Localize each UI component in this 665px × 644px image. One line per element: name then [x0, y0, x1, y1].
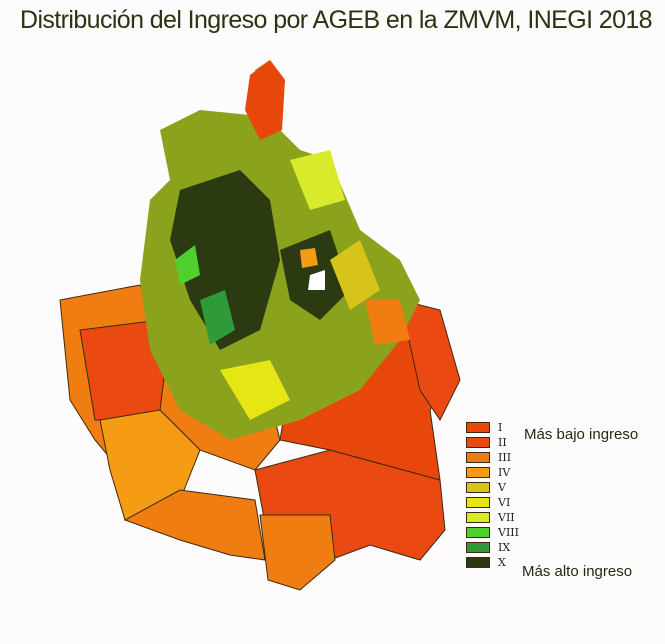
legend-swatch [466, 436, 490, 448]
legend-swatch [466, 541, 490, 553]
legend-swatch [466, 556, 490, 568]
legend-swatch [466, 511, 490, 523]
legend-swatch [466, 481, 490, 493]
legend-label: VIII [498, 525, 519, 539]
legend-item-ii: II [466, 435, 507, 449]
legend-label: X [498, 555, 506, 569]
urban-core [140, 60, 420, 440]
legend-low-income-label: Más bajo ingreso [524, 426, 639, 443]
legend-label: V [498, 480, 506, 494]
legend-item-vi: VI [466, 495, 510, 509]
legend-label: II [498, 435, 507, 449]
legend-label: VII [498, 510, 515, 524]
legend-swatch [466, 466, 490, 478]
legend-swatch [466, 421, 490, 433]
legend-label: III [498, 450, 512, 464]
legend-item-x: X [466, 555, 506, 569]
legend-swatch [466, 526, 490, 538]
legend-label: IX [498, 540, 511, 554]
legend-label: IV [498, 465, 511, 479]
legend-swatch [466, 496, 490, 508]
map-title: Distribución del Ingreso por AGEB en la … [20, 6, 653, 34]
legend-item-i: I [466, 420, 502, 434]
legend-item-iv: IV [466, 465, 510, 479]
legend-label: I [498, 420, 503, 434]
legend-item-v: V [466, 480, 506, 494]
legend-high-income-label: Más alto ingreso [522, 563, 633, 580]
legend-item-vii: VII [466, 510, 515, 524]
legend-label: VI [498, 495, 511, 509]
legend-item-viii: VIII [466, 525, 519, 539]
legend-item-iii: III [466, 450, 511, 464]
legend-swatch [466, 451, 490, 463]
legend-item-ix: IX [466, 540, 510, 554]
